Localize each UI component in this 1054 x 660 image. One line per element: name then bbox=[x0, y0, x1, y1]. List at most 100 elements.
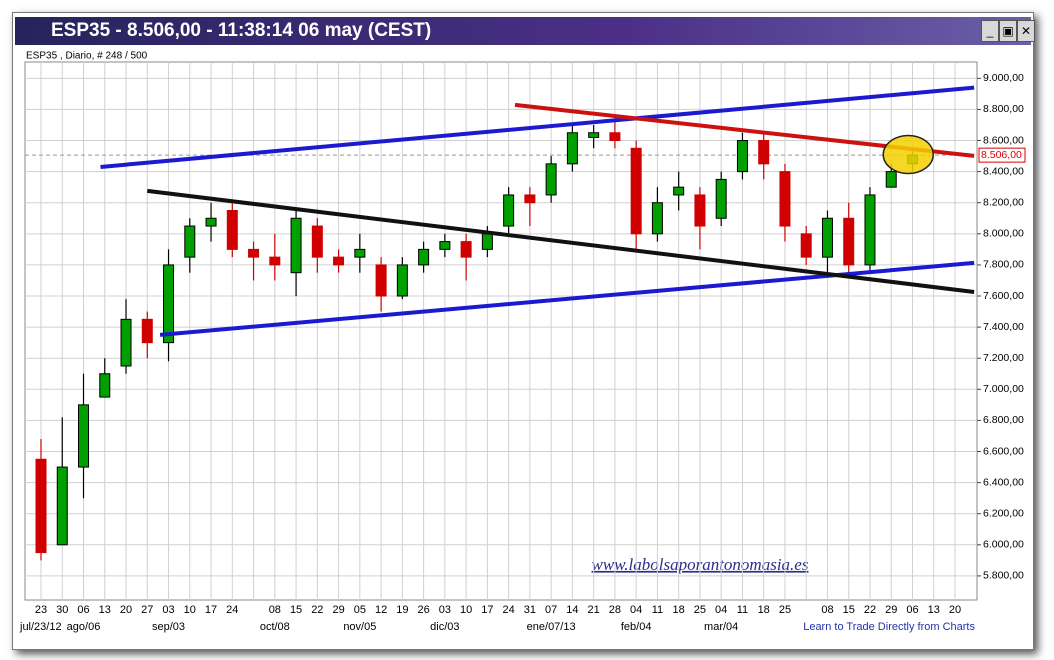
x-tick-label: 25 bbox=[779, 604, 791, 616]
candle-body bbox=[715, 178, 727, 219]
candle-body bbox=[609, 132, 621, 142]
y-tick-label: 6.800,00 bbox=[983, 414, 1024, 426]
y-tick-label: 6.400,00 bbox=[983, 476, 1024, 488]
x-tick-label: 31 bbox=[524, 604, 536, 616]
y-tick-label: 8.000,00 bbox=[983, 228, 1024, 240]
candle-body bbox=[588, 132, 600, 138]
candle-body bbox=[184, 225, 196, 258]
y-tick-label: 7.600,00 bbox=[983, 290, 1024, 302]
candle-body bbox=[290, 217, 302, 274]
x-tick-label: 24 bbox=[226, 604, 238, 616]
candle-body bbox=[736, 140, 748, 173]
y-tick-label: 8.400,00 bbox=[983, 165, 1024, 177]
x-tick-label: 26 bbox=[417, 604, 429, 616]
footer-link[interactable]: Learn to Trade Directly from Charts bbox=[803, 621, 975, 633]
x-period-label: ago/06 bbox=[67, 621, 101, 633]
x-tick-label: 20 bbox=[949, 604, 961, 616]
candle-body bbox=[843, 217, 855, 266]
title-bar: ESP35 - 8.506,00 - 11:38:14 06 may (CEST… bbox=[15, 17, 1035, 45]
x-tick-label: 15 bbox=[843, 604, 855, 616]
x-tick-label: 10 bbox=[184, 604, 196, 616]
x-tick-label: 22 bbox=[311, 604, 323, 616]
y-tick-label: 8.600,00 bbox=[983, 134, 1024, 146]
y-tick-label: 6.000,00 bbox=[983, 539, 1024, 551]
candle-body bbox=[418, 248, 430, 266]
x-tick-label: 08 bbox=[269, 604, 281, 616]
trendline bbox=[100, 85, 975, 169]
x-tick-label: 20 bbox=[120, 604, 132, 616]
x-tick-label: 28 bbox=[609, 604, 621, 616]
x-tick-label: 23 bbox=[35, 604, 47, 616]
x-tick-label: 13 bbox=[928, 604, 940, 616]
last-price-box bbox=[978, 147, 1026, 163]
x-period-label: nov/05 bbox=[343, 621, 376, 633]
minimize-button[interactable]: _ bbox=[981, 20, 999, 42]
candle-body bbox=[439, 241, 451, 250]
y-tick-label: 8.800,00 bbox=[983, 103, 1024, 115]
candle-body bbox=[524, 194, 536, 204]
x-tick-label: 07 bbox=[545, 604, 557, 616]
x-tick-label: 25 bbox=[694, 604, 706, 616]
x-tick-label: 30 bbox=[56, 604, 68, 616]
candle-body bbox=[758, 140, 770, 165]
candle-body bbox=[800, 233, 812, 258]
candle-body bbox=[141, 318, 153, 344]
candle-body bbox=[226, 209, 238, 250]
x-tick-label: 05 bbox=[354, 604, 366, 616]
candle-body bbox=[120, 318, 132, 367]
candle-body bbox=[56, 466, 68, 546]
x-tick-label: 27 bbox=[141, 604, 153, 616]
candle-body bbox=[545, 163, 557, 196]
candle-body bbox=[821, 217, 833, 258]
x-tick-label: 22 bbox=[864, 604, 876, 616]
restore-button[interactable]: ▣ bbox=[999, 20, 1017, 42]
candle-body bbox=[99, 373, 111, 398]
x-tick-label: 18 bbox=[758, 604, 770, 616]
candle-body bbox=[694, 194, 706, 227]
x-tick-label: 18 bbox=[673, 604, 685, 616]
x-tick-label: 13 bbox=[99, 604, 111, 616]
x-tick-label: 08 bbox=[821, 604, 833, 616]
y-tick-label: 5.800,00 bbox=[983, 570, 1024, 582]
candle-body bbox=[864, 194, 876, 266]
x-period-label: oct/08 bbox=[260, 621, 290, 633]
x-tick-label: 17 bbox=[205, 604, 217, 616]
close-button[interactable]: ✕ bbox=[1017, 20, 1035, 42]
x-tick-label: 03 bbox=[162, 604, 174, 616]
candle-body bbox=[885, 171, 897, 188]
y-tick-label: 7.200,00 bbox=[983, 352, 1024, 364]
x-tick-label: 04 bbox=[715, 604, 727, 616]
trendline bbox=[147, 188, 975, 294]
x-tick-label: 11 bbox=[737, 604, 748, 616]
x-period-label: jul/23/12 bbox=[19, 621, 62, 633]
y-tick-label: 7.000,00 bbox=[983, 383, 1024, 395]
x-tick-label: 03 bbox=[439, 604, 451, 616]
y-tick-label: 7.400,00 bbox=[983, 321, 1024, 333]
candle-body bbox=[78, 404, 90, 468]
candle-body bbox=[354, 248, 366, 258]
y-tick-label: 6.600,00 bbox=[983, 445, 1024, 457]
x-tick-label: 06 bbox=[77, 604, 89, 616]
candle-body bbox=[375, 264, 387, 297]
x-tick-label: 21 bbox=[588, 604, 600, 616]
x-tick-label: 24 bbox=[503, 604, 515, 616]
x-tick-label: 15 bbox=[290, 604, 302, 616]
x-tick-label: 29 bbox=[885, 604, 897, 616]
x-tick-label: 10 bbox=[460, 604, 472, 616]
candle-body bbox=[396, 264, 408, 297]
window-title: ESP35 - 8.506,00 - 11:38:14 06 may (CEST… bbox=[51, 20, 432, 41]
x-period-label: mar/04 bbox=[704, 621, 738, 633]
candle-body bbox=[460, 241, 472, 258]
candle-body bbox=[566, 132, 578, 165]
candle-body bbox=[333, 256, 345, 266]
x-tick-label: 29 bbox=[332, 604, 344, 616]
x-tick-label: 17 bbox=[481, 604, 493, 616]
y-tick-label: 9.000,00 bbox=[983, 72, 1024, 84]
candle-body bbox=[248, 248, 260, 258]
candle-body bbox=[481, 233, 493, 250]
x-period-label: feb/04 bbox=[621, 621, 652, 633]
x-tick-label: 04 bbox=[630, 604, 642, 616]
candle-body bbox=[503, 194, 515, 227]
x-period-label: ene/07/13 bbox=[527, 621, 576, 633]
